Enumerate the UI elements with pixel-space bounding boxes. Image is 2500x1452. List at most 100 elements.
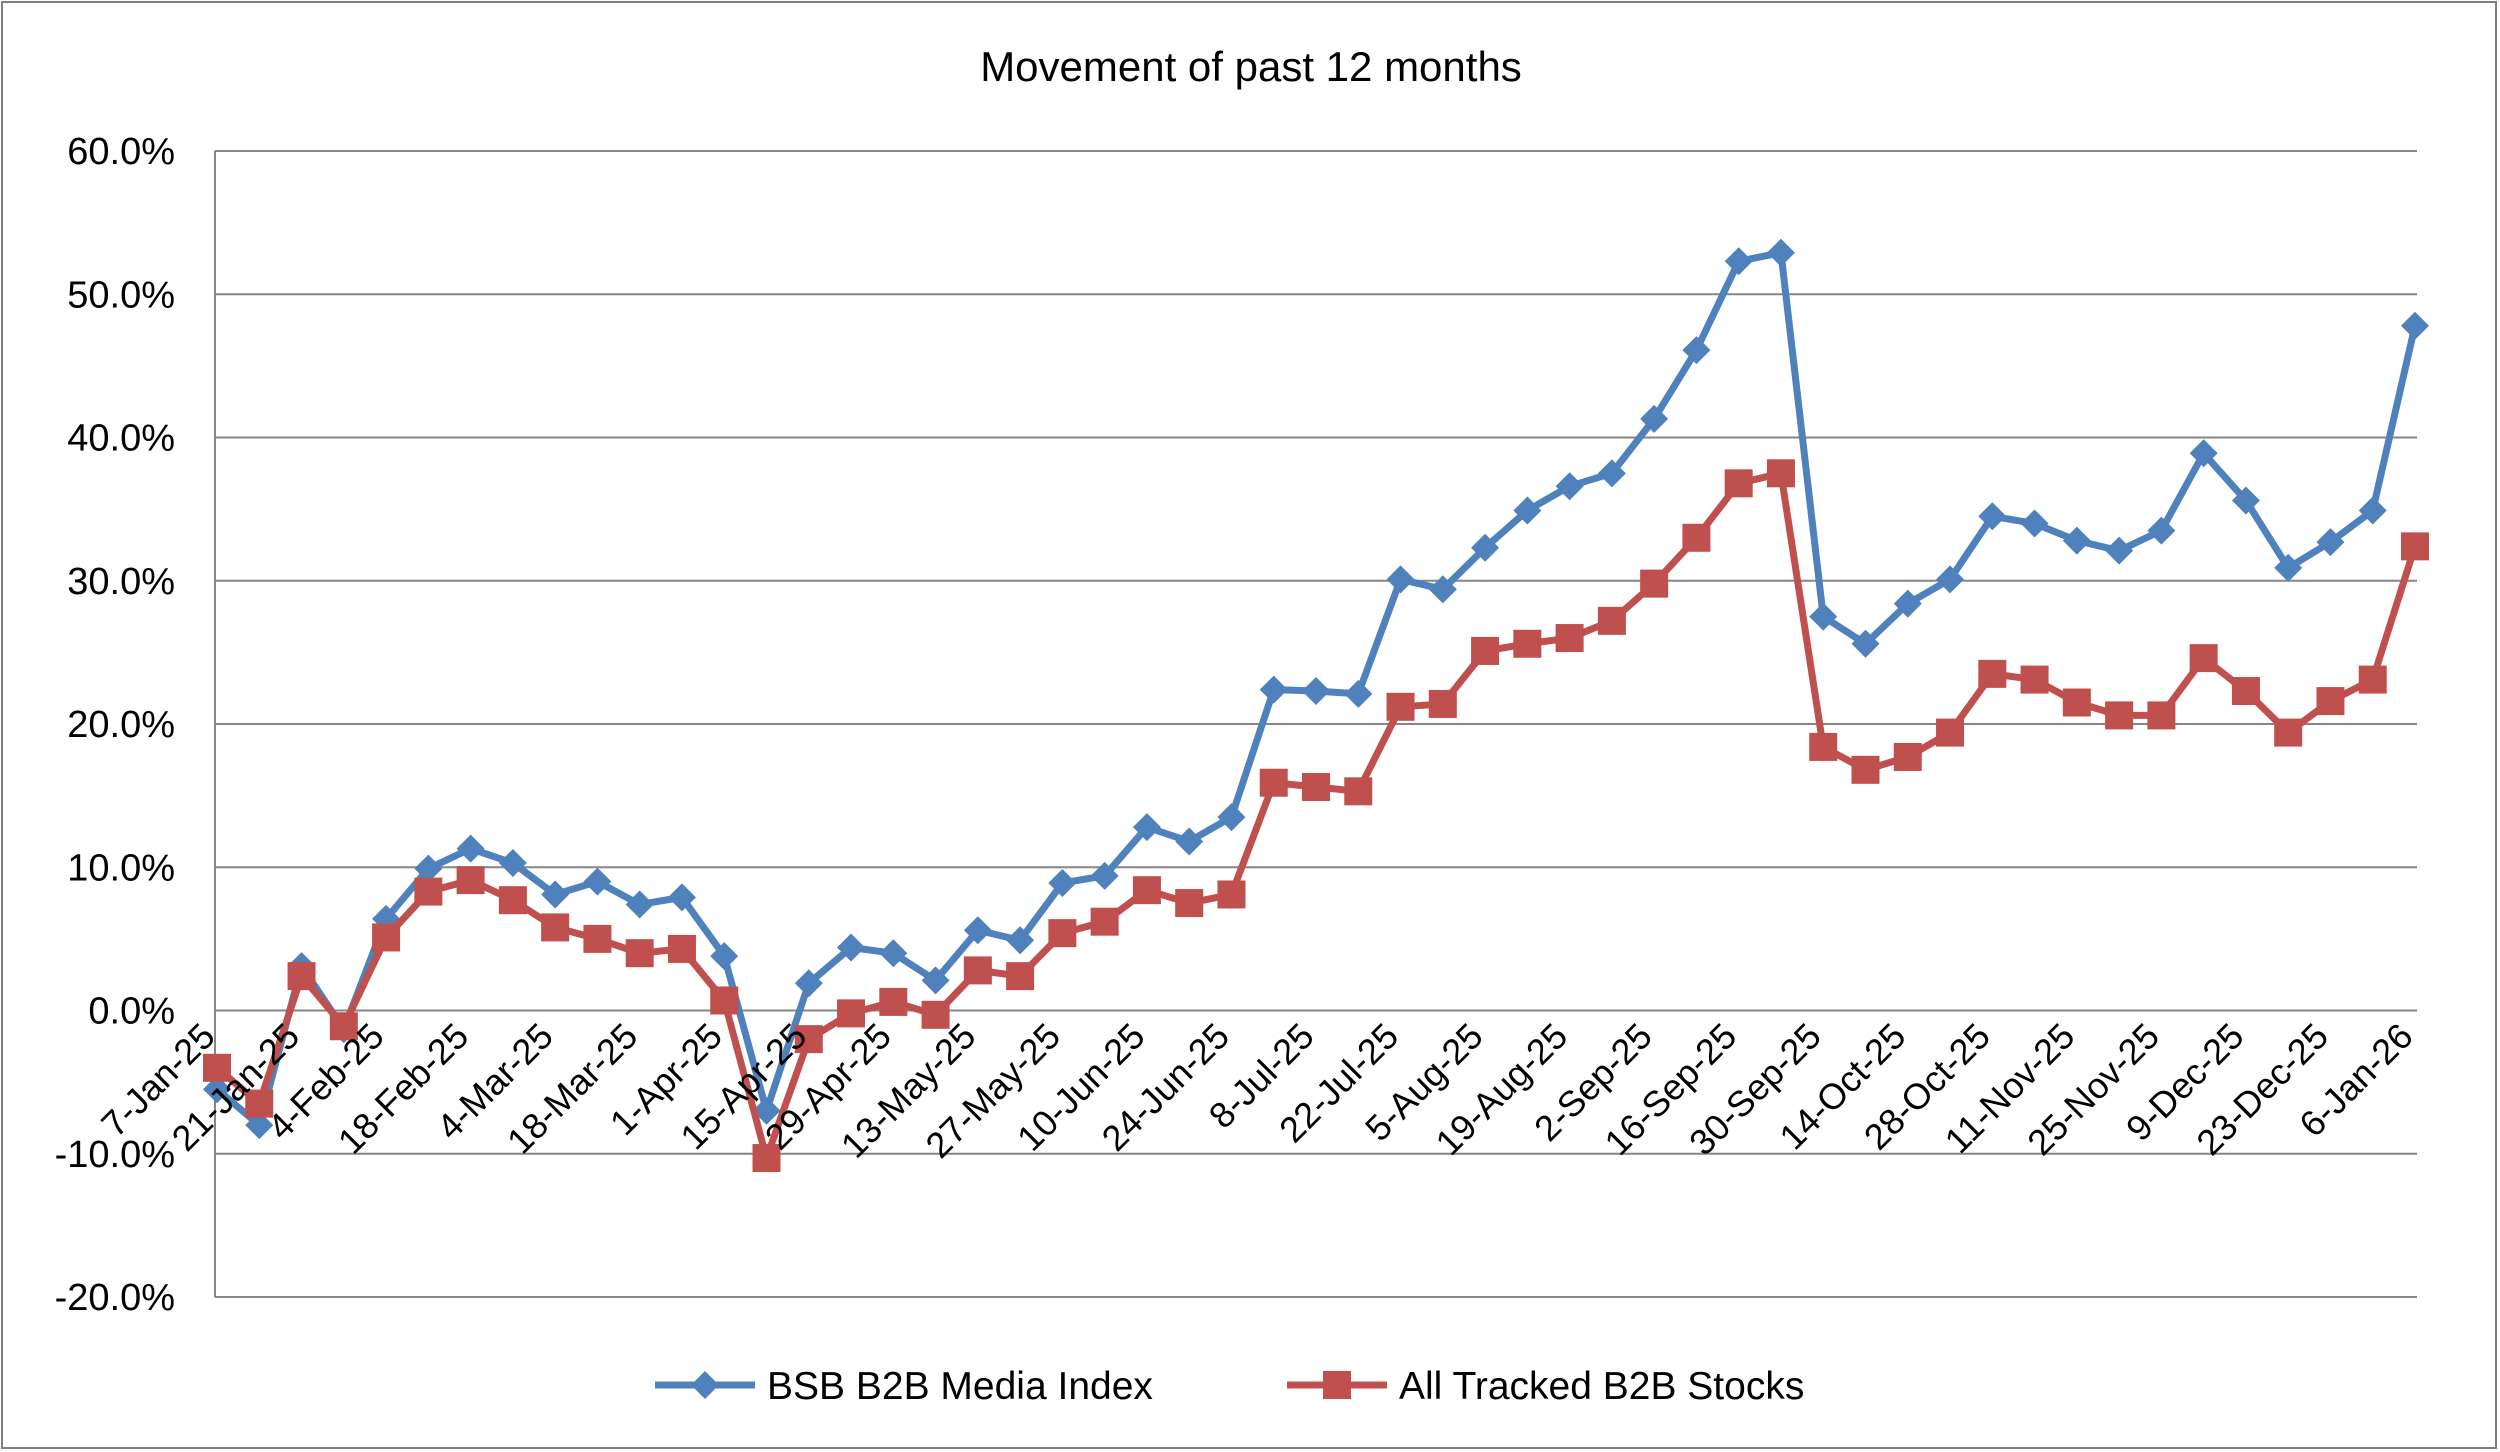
- data-point: [710, 942, 739, 971]
- data-point: [667, 934, 696, 963]
- data-point: [1555, 472, 1584, 501]
- data-point: [794, 969, 823, 998]
- y-axis-tick-labels: 60.0% 50.0% 40.0% 30.0% 20.0% 10.0% 0.0% -10.0%…: [55, 131, 175, 1319]
- data-point: [1428, 689, 1457, 718]
- gridlines: [214, 150, 2417, 1298]
- data-point: [1175, 889, 1204, 918]
- y-tick-label: 60.0%: [67, 131, 175, 173]
- data-point: [2105, 536, 2134, 565]
- data-point: [1386, 565, 1415, 594]
- data-point: [1978, 502, 2007, 531]
- data-point: [1597, 459, 1626, 488]
- data-point: [414, 854, 443, 883]
- data-point: [541, 913, 570, 942]
- data-point: [2358, 496, 2387, 525]
- y-tick-label: 50.0%: [67, 274, 175, 316]
- data-point: [1513, 496, 1542, 525]
- data-point: [2147, 516, 2176, 545]
- data-point: [1682, 523, 1711, 552]
- data-point: [245, 1111, 274, 1140]
- legend-marker: [1323, 1371, 1351, 1399]
- data-point: [1597, 606, 1626, 635]
- data-point: [2316, 687, 2345, 716]
- data-point: [1175, 827, 1204, 856]
- series-bsb-b2b-media-index: [203, 238, 2429, 1140]
- data-point: [456, 834, 485, 863]
- data-point: [456, 866, 485, 895]
- data-point: [1851, 755, 1880, 784]
- data-point: [583, 924, 612, 953]
- y-tick-label: 30.0%: [67, 561, 175, 603]
- data-point: [625, 890, 654, 919]
- data-point: [1006, 926, 1035, 955]
- data-point: [794, 1025, 823, 1054]
- data-point: [1724, 469, 1753, 498]
- data-point: [1640, 404, 1669, 433]
- legend-marker: [691, 1371, 719, 1399]
- data-point: [1936, 565, 1965, 594]
- data-point: [498, 886, 527, 915]
- data-point: [2231, 486, 2260, 515]
- legend-label: All Tracked B2B Stocks: [1399, 1365, 1804, 1408]
- data-point: [1640, 569, 1669, 598]
- data-point: [203, 1053, 231, 1082]
- data-point: [1682, 336, 1711, 365]
- data-point: [1090, 907, 1119, 936]
- x-axis-tick-labels: 7-Jan-2521-Jan-254-Feb-2518-Feb-254-Mar-…: [93, 1015, 2420, 1166]
- line-chart: Movement of past 12 months 60.0% 50.0% 40.…: [55, 43, 2429, 1408]
- data-point: [667, 883, 696, 912]
- data-point: [1344, 679, 1373, 708]
- data-point: [1259, 675, 1288, 704]
- data-point: [1302, 773, 1330, 802]
- legend-item: BSB B2B Media Index: [655, 1365, 1153, 1408]
- data-point: [921, 1000, 950, 1029]
- data-point: [1555, 624, 1584, 653]
- data-point: [2274, 553, 2303, 582]
- data-point: [1302, 677, 1330, 706]
- data-point: [2062, 688, 2091, 717]
- data-point: [1090, 861, 1119, 890]
- data-point: [1766, 238, 1795, 267]
- data-point: [245, 1089, 274, 1118]
- data-point: [1006, 962, 1035, 991]
- data-point: [1259, 768, 1288, 797]
- series-layer: [203, 238, 2429, 1173]
- data-point: [1851, 629, 1880, 658]
- data-point: [1386, 692, 1415, 721]
- data-point: [963, 916, 992, 945]
- y-tick-label: 40.0%: [67, 418, 175, 460]
- y-tick-label: 10.0%: [67, 847, 175, 889]
- data-point: [372, 923, 401, 952]
- data-point: [2020, 509, 2049, 538]
- data-point: [879, 939, 908, 968]
- data-point: [1132, 876, 1161, 905]
- data-point: [2401, 532, 2429, 561]
- data-point: [1936, 718, 1965, 747]
- y-tick-label: -10.0%: [55, 1134, 175, 1176]
- data-point: [287, 962, 316, 991]
- data-point: [2401, 311, 2429, 340]
- data-point: [921, 966, 950, 995]
- data-point: [1217, 880, 1246, 909]
- data-point: [752, 1144, 781, 1173]
- data-point: [498, 848, 527, 877]
- data-point: [837, 933, 866, 962]
- data-point: [963, 956, 992, 985]
- data-point: [2316, 528, 2345, 557]
- data-point: [1724, 247, 1753, 276]
- data-point: [1048, 869, 1077, 898]
- data-point: [2189, 439, 2218, 468]
- data-point: [1809, 602, 1838, 631]
- data-point: [752, 1096, 781, 1125]
- data-point: [1471, 533, 1500, 562]
- data-point: [1893, 742, 1922, 771]
- data-point: [2189, 644, 2218, 673]
- data-point: [1766, 459, 1795, 488]
- data-point: [1132, 813, 1161, 842]
- data-point: [1513, 629, 1542, 658]
- data-point: [625, 939, 654, 968]
- legend-item: All Tracked B2B Stocks: [1287, 1365, 1804, 1408]
- data-point: [1428, 575, 1457, 604]
- data-point: [1217, 803, 1246, 832]
